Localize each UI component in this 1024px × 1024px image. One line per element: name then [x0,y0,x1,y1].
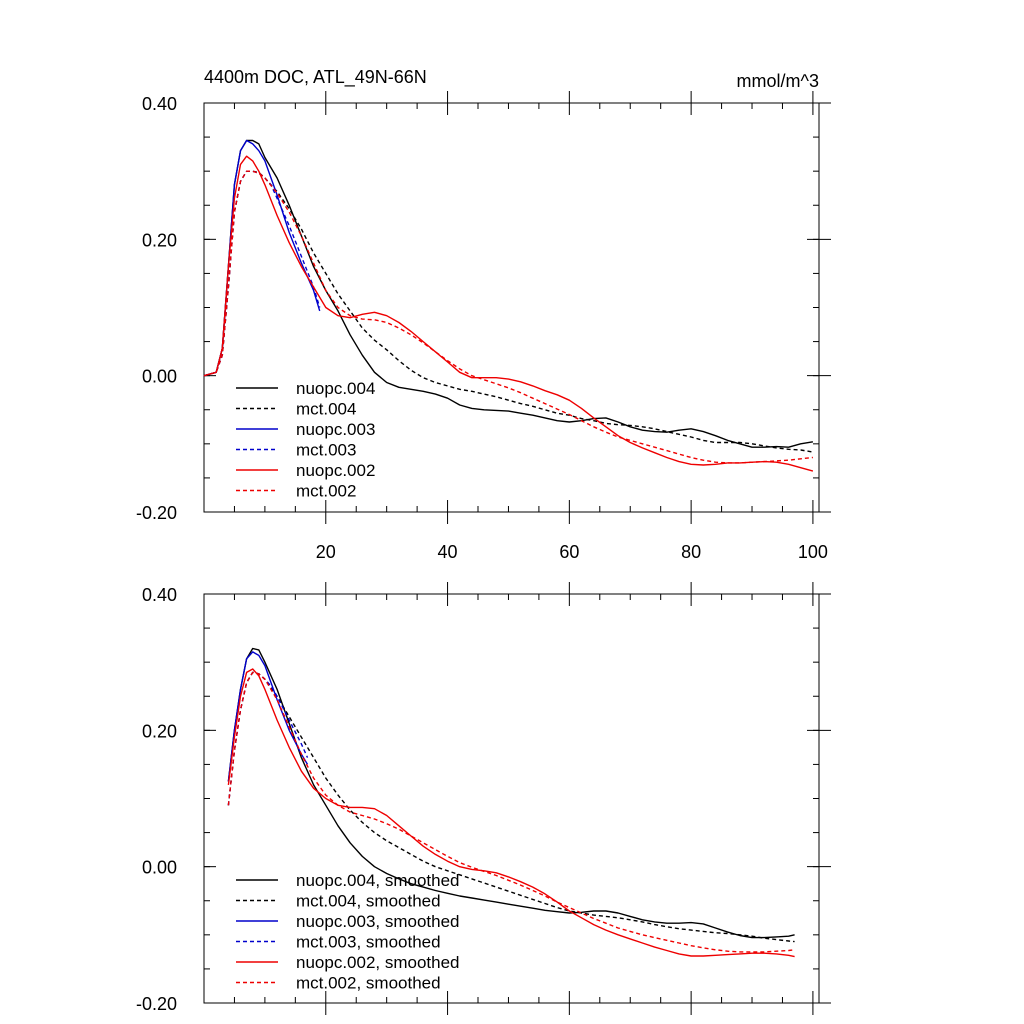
legend-label: mct.004, smoothed [296,892,441,911]
series-lines [203,139,814,472]
series-line [203,170,813,464]
x-tick-label: 60 [559,542,579,562]
series-line [227,671,795,953]
chart-title: 4400m DOC, ATL_49N-66N [204,67,427,88]
legend-label: nuopc.004, smoothed [296,871,460,890]
legend-label: mct.002, smoothed [296,974,441,993]
tick-marks [204,582,831,1015]
x-tick-label: 40 [438,542,458,562]
legend-label: mct.002 [296,482,356,501]
tick-marks [204,91,831,524]
legend-label: nuopc.002 [296,461,375,480]
x-tick-label: 20 [316,542,336,562]
series-line [203,170,814,453]
x-tick-label: 80 [681,542,701,562]
legend-label: nuopc.003 [296,420,375,439]
bottom-panel: -0.20 0.00 0.20 0.40 nuopc.004, smoothed mct… [136,582,831,1015]
y-tick-label: 0.20 [142,721,177,741]
series-line [227,671,795,943]
y-tick-label: 0.00 [142,367,177,387]
legend-label: mct.004 [296,400,356,419]
tick-labels: -0.20 0.00 0.20 0.40 [136,585,177,1014]
tick-labels: -0.20 0.00 0.20 0.40 20 40 60 80 100 [136,94,828,562]
series-line [227,651,309,782]
y-tick-label: 0.20 [142,230,177,250]
series-lines [227,647,795,958]
legend-label: nuopc.004 [296,379,375,398]
x-tick-label: 100 [798,542,828,562]
legend-label: mct.003, smoothed [296,933,441,952]
units-label: mmol/m^3 [737,71,819,91]
y-tick-label: 0.40 [142,585,177,605]
y-tick-label: -0.20 [136,994,177,1014]
legend-label: nuopc.002, smoothed [296,953,460,972]
y-tick-label: 0.00 [142,858,177,878]
top-panel: 4400m DOC, ATL_49N-66N mmol/m^3 -0.20 0.0… [136,67,831,562]
legend-label: nuopc.003, smoothed [296,912,460,931]
series-line [227,668,795,958]
legend-label: mct.003 [296,441,356,460]
series-line [203,155,814,472]
y-tick-label: -0.20 [136,503,177,523]
y-tick-label: 0.40 [142,94,177,114]
series-line [203,139,814,448]
